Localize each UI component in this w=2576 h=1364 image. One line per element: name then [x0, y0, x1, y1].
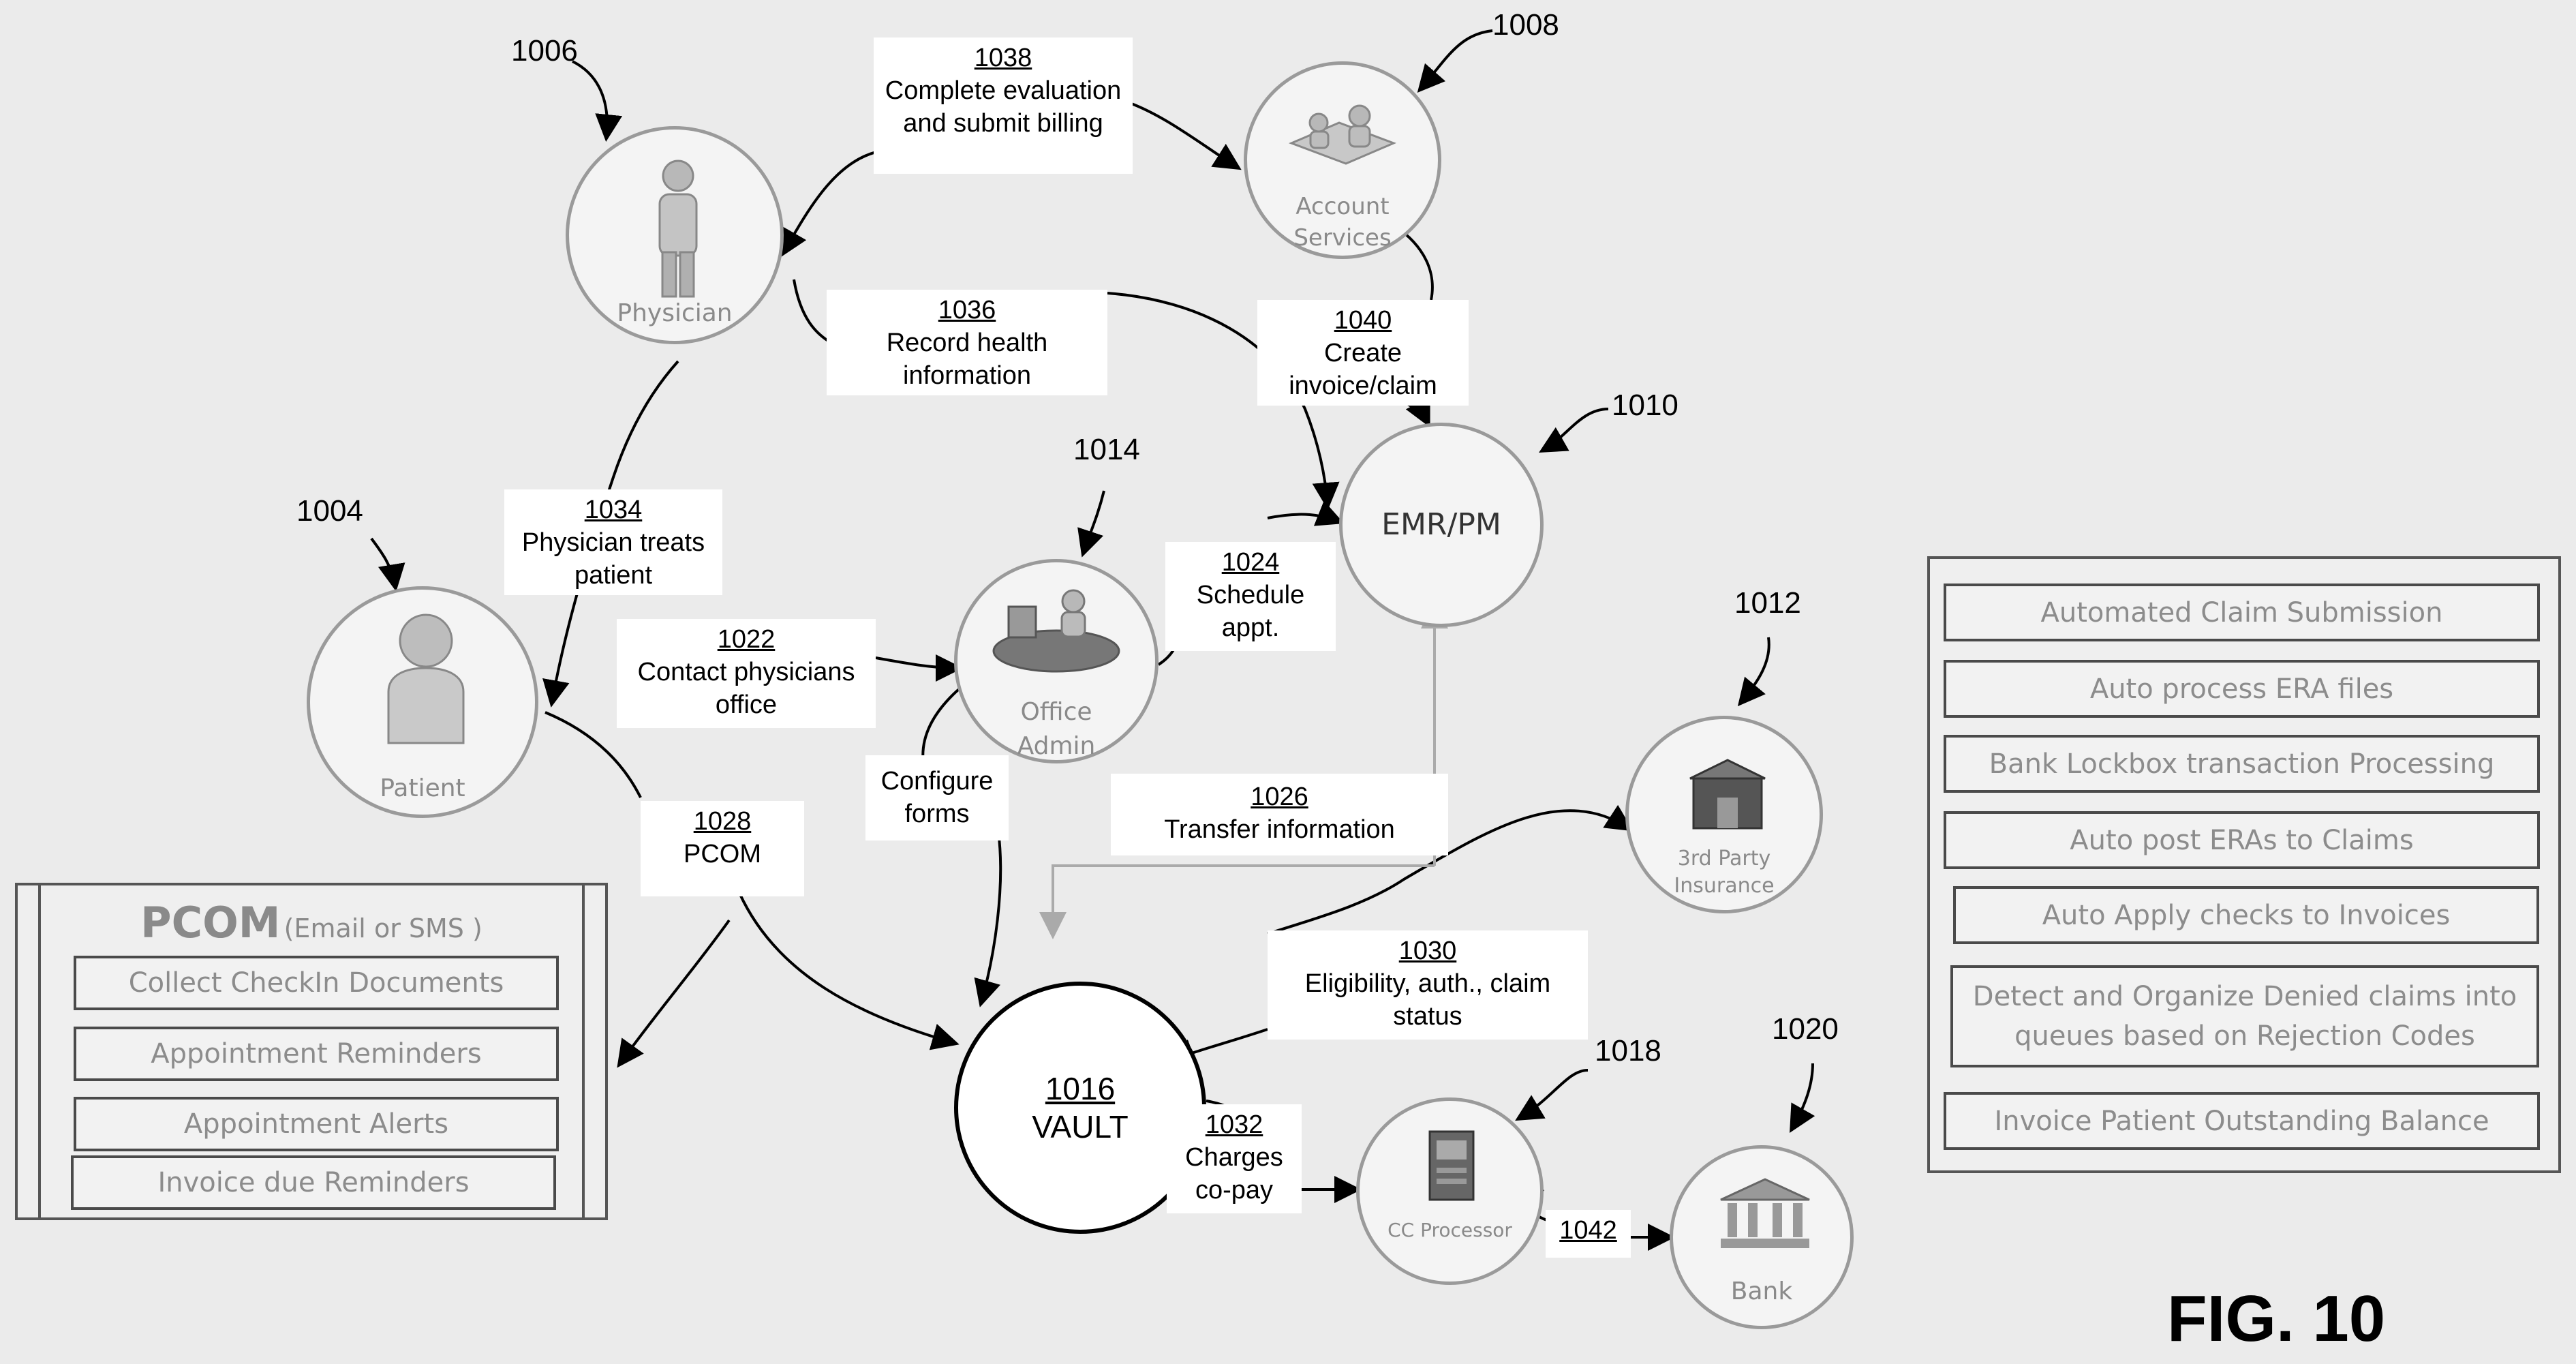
edge-1022 — [876, 658, 957, 668]
step-number: 1040 — [1264, 304, 1462, 337]
office-admin-node: Office Admin — [954, 559, 1159, 763]
step-number: 1030 — [1274, 935, 1581, 967]
ref-1004: 1004 — [296, 494, 363, 528]
step-1022: 1022 Contact physicians office — [617, 619, 876, 728]
callout-1020 — [1792, 1063, 1813, 1128]
pcom-subtitle: (Email or SMS ) — [284, 913, 482, 943]
vault-number: 1016 — [958, 1070, 1202, 1108]
step-text: Schedule appt. — [1197, 581, 1304, 642]
insurance-node: 3rd Party Insurance — [1625, 716, 1823, 913]
ref-1020: 1020 — [1772, 1012, 1839, 1046]
step-number: 1036 — [833, 294, 1101, 327]
step-1028: 1028 PCOM — [641, 801, 804, 896]
automation-item: Auto post ERAs to Claims — [1944, 811, 2540, 869]
step-1042: 1042 — [1546, 1210, 1631, 1258]
pcom-item: Invoice due Reminders — [71, 1155, 556, 1210]
step-number: 1022 — [624, 623, 869, 656]
ref-1008: 1008 — [1492, 8, 1559, 42]
cc-processor-label: CC Processor — [1360, 1217, 1540, 1244]
callout-1010 — [1544, 409, 1608, 450]
step-text: Charges co-pay — [1185, 1143, 1283, 1204]
step-configure-forms: Configure forms — [865, 755, 1009, 840]
bank-node: Bank — [1670, 1145, 1854, 1329]
step-1026: 1026 Transfer information — [1111, 774, 1448, 855]
edge-1038 — [784, 150, 886, 252]
callout-1018 — [1520, 1070, 1588, 1118]
patient-node: Patient — [307, 586, 538, 818]
automation-item: Invoice Patient Outstanding Balance — [1944, 1092, 2540, 1150]
office-admin-label: Office Admin — [957, 695, 1155, 763]
account-services-node: Account Services — [1244, 61, 1441, 259]
ref-1014: 1014 — [1073, 433, 1140, 467]
physician-node: Physician — [566, 126, 784, 344]
callout-1014 — [1084, 491, 1104, 552]
step-1036: 1036 Record health information — [827, 290, 1107, 395]
step-text: Create invoice/claim — [1289, 339, 1437, 400]
callout-1006 — [572, 61, 607, 136]
bank-icon — [1717, 1176, 1813, 1251]
step-number: 1032 — [1174, 1108, 1295, 1141]
desk-icon — [988, 586, 1124, 675]
edge-pcom-panel — [620, 920, 729, 1063]
step-number: 1038 — [880, 42, 1126, 74]
step-1030: 1030 Eligibility, auth., claim status — [1268, 930, 1588, 1040]
automation-item: Bank Lockbox transaction Processing — [1944, 735, 2540, 793]
step-1038: 1038 Complete evaluation and submit bill… — [874, 37, 1133, 174]
insurance-label: 3rd Party Insurance — [1629, 845, 1820, 900]
emr-pm-label: EMR/PM — [1343, 506, 1540, 544]
step-1032: 1032 Charges co-pay — [1167, 1104, 1302, 1213]
bank-label: Bank — [1673, 1278, 1850, 1305]
pcom-item: Appointment Reminders — [74, 1027, 559, 1081]
pcom-title: PCOM — [140, 898, 280, 948]
building-icon — [1687, 757, 1768, 832]
step-text: Eligibility, auth., claim status — [1305, 969, 1550, 1031]
pcom-item: Collect CheckIn Documents — [74, 956, 559, 1010]
step-number: 1042 — [1552, 1214, 1624, 1247]
pcom-item: Appointment Alerts — [74, 1097, 559, 1151]
emr-pm-node: EMR/PM — [1339, 423, 1544, 627]
ref-1018: 1018 — [1595, 1034, 1661, 1068]
atm-icon — [1424, 1128, 1479, 1203]
services-icon — [1285, 95, 1400, 170]
step-text: Configure forms — [881, 767, 994, 828]
ref-1006: 1006 — [511, 34, 578, 68]
step-text: Complete evaluation and submit billing — [885, 76, 1121, 138]
automation-item: Automated Claim Submission — [1944, 584, 2540, 641]
automation-item: Auto Apply checks to Invoices — [1953, 886, 2539, 944]
cc-processor-node: CC Processor — [1356, 1097, 1544, 1285]
patient-icon — [378, 610, 474, 746]
automation-panel: Automated Claim Submission Auto process … — [1927, 556, 2561, 1173]
step-text: Contact physicians office — [638, 658, 855, 719]
callout-1004 — [371, 539, 395, 586]
patient-label: Patient — [310, 775, 535, 802]
edge-1036 — [794, 279, 828, 341]
callout-1008 — [1421, 31, 1492, 89]
automation-item: Auto process ERA files — [1944, 660, 2540, 718]
step-number: 1026 — [1118, 780, 1441, 813]
account-services-label: Account Services — [1247, 191, 1438, 254]
step-1024: 1024 Schedule appt. — [1165, 542, 1336, 651]
step-text: Transfer information — [1164, 815, 1395, 844]
physician-label: Physician — [569, 300, 780, 327]
step-text: Physician treats patient — [522, 528, 705, 590]
step-number: 1034 — [511, 494, 716, 526]
step-number: 1028 — [647, 805, 797, 838]
pcom-panel: PCOM (Email or SMS ) Collect CheckIn Doc… — [15, 883, 608, 1220]
person-icon — [641, 157, 716, 300]
ref-1010: 1010 — [1612, 389, 1678, 423]
step-1040: 1040 Create invoice/claim — [1257, 300, 1469, 406]
step-number: 1024 — [1172, 546, 1329, 579]
figure-label: FIG. 10 — [2167, 1282, 2385, 1357]
ref-1012: 1012 — [1734, 586, 1801, 620]
step-text: Record health information — [887, 329, 1048, 390]
callout-1012 — [1741, 637, 1769, 702]
step-1034: 1034 Physician treats patient — [504, 489, 722, 595]
step-text: PCOM — [684, 840, 761, 868]
vault-label: VAULT — [958, 1108, 1202, 1146]
automation-item: Detect and Organize Denied claims into q… — [1950, 965, 2539, 1067]
pcom-header: PCOM (Email or SMS ) — [18, 898, 605, 948]
